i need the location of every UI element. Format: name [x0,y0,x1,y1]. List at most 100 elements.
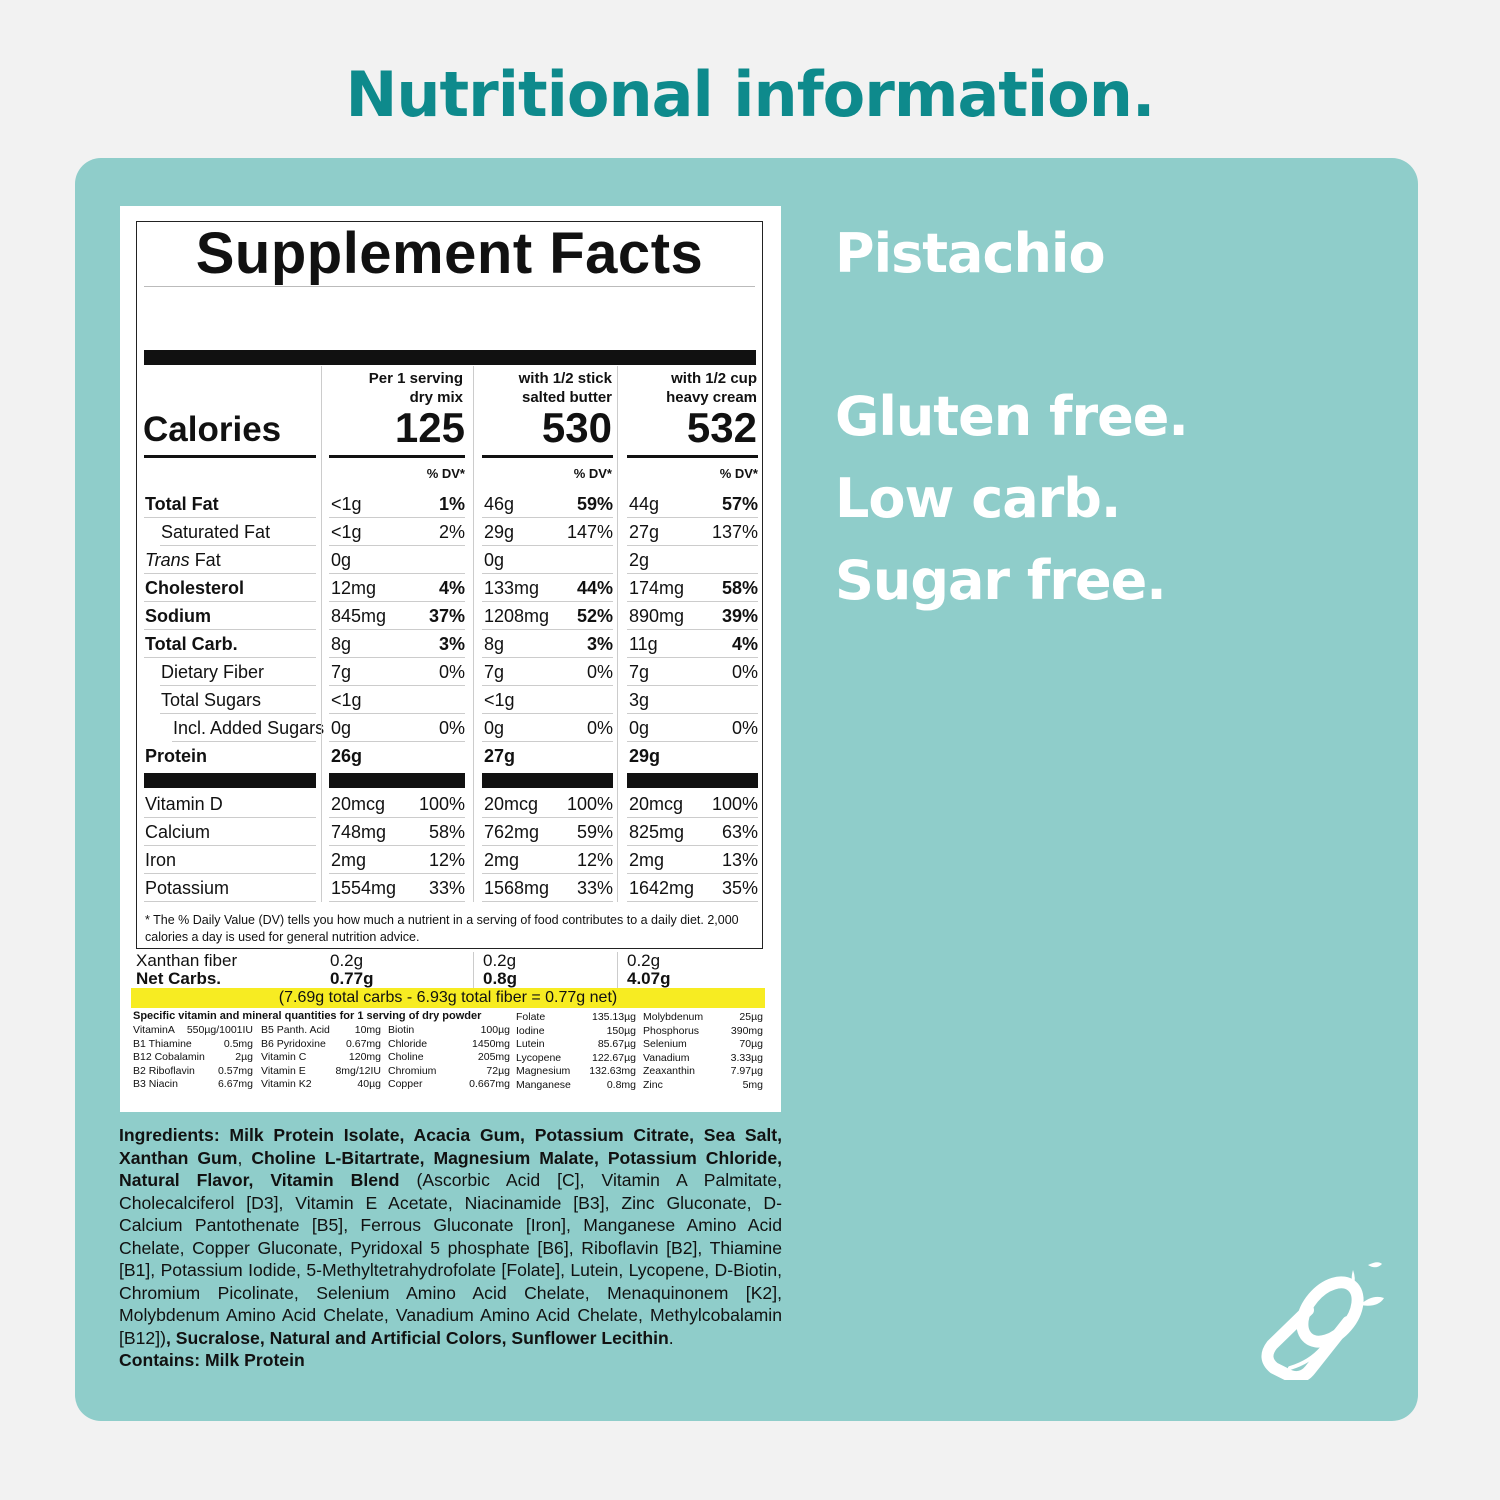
row-divider [329,573,465,574]
thick-divider [329,773,465,788]
facts-title: Supplement Facts [195,221,704,286]
claim-gluten-free: Gluten free. [835,385,1189,448]
nutrient-dv-percent: 100% [711,794,758,814]
nutrient-name-rest: Fat [189,550,221,570]
nutrient-amount: 8g [484,634,505,654]
micronutrient-amount: 390mg [730,1024,763,1037]
ingredient-segment: Ingredients: Milk Protein Isolate, Acaci… [119,1125,782,1168]
nutrient-amount: 825mg [629,822,685,842]
divider [144,286,755,287]
nutrient-amount: 27g [484,746,516,766]
micronutrient-amount: 0.67mg [345,1037,381,1050]
micronutrient-name: Vitamin E [261,1064,306,1077]
column-divider [473,952,474,988]
micronutrient-name: Vitamin C [261,1051,307,1064]
nutrient-amount: <1g [331,494,362,514]
column-divider [617,952,618,988]
micronutrient-amount: 205mg [477,1051,510,1064]
row-divider [160,713,316,714]
micronutrient-name: Chromium [388,1064,437,1077]
micronutrient-name: Iodine [516,1024,545,1037]
row-divider [160,685,316,686]
divider [144,455,316,458]
nutrient-name: Potassium [145,878,230,898]
nutrient-amount: 3g [629,690,650,710]
nutrient-name-italic: Trans [145,550,190,570]
micronutrient-amount: 150µg [606,1024,636,1037]
column-header-line1: with 1/2 cup [671,370,757,387]
nutrient-dv-percent: 0% [731,718,758,738]
column-divider [473,366,474,902]
nutrient-amount: 29g [484,522,515,542]
column-header-cream: with 1/2 cup heavy cream [622,369,757,407]
micronutrient-amount: 6.67mg [217,1078,253,1091]
micronutrient-amount: 25µg [739,1011,763,1023]
micronutrient-name: B5 Panth. Acid [261,1024,330,1036]
micronutrient-name: Biotin [388,1024,415,1036]
nutrient-amount: 2g [629,550,650,570]
nutrient-row: Protein 26g 27g 29g [144,742,758,770]
calories-dry-mix: 125 [394,404,465,451]
nutrient-row: Vitamin D 20mcg 100% 20mcg 100% 20mcg 100% [144,790,758,818]
nutrient-dv-percent: 100% [566,794,613,814]
row-divider [144,901,316,902]
micronutrient-amount: 122.67µg [591,1051,636,1064]
micronutrient-amount: 85.67µg [597,1038,636,1051]
nutrient-dv-percent: 0% [586,662,613,682]
nutrient-dv-percent: 33% [576,878,613,898]
thick-divider [144,773,316,788]
row-divider [627,601,758,602]
nutrient-amount: 46g [484,494,515,514]
row-divider [627,629,758,630]
nutrient-dv-percent: 0% [438,718,465,738]
ingredient-segment: , [237,1147,252,1168]
micronutrient-name: B2 Riboflavin [133,1064,195,1077]
row-divider [627,545,758,546]
contains-allergen: Contains: Milk Protein [119,1350,305,1370]
row-divider [329,901,465,902]
row-divider [144,601,316,602]
row-divider [482,629,613,630]
nutrient-row: Sodium 845mg 37% 1208mg 52% 890mg 39% [144,602,758,630]
nutrient-row: Total Carb. 8g 3% 8g 3% 11g 4% [144,630,758,658]
micronutrient-name: Manganese [516,1079,571,1091]
thick-divider [482,773,613,788]
ingredients-text: Ingredients: Milk Protein Isolate, Acaci… [119,1124,782,1372]
column-header-line2: salted butter [521,389,612,406]
net-carbs-butter: 0.8g [483,969,518,988]
nutrient-amount: 2mg [629,850,665,870]
row-divider [482,545,613,546]
micronutrient-amount: 5mg [742,1079,763,1091]
nutrient-amount: 20mcg [331,794,386,814]
column-header-line2: heavy cream [666,389,757,406]
nutrient-name: Trans Fat [145,550,221,571]
micronutrient-name: VitaminA [133,1024,175,1036]
micronutrient-name: Lutein [516,1038,545,1051]
nutrient-amount: <1g [331,522,362,542]
nutrient-amount: 44g [629,494,660,514]
nutrient-dv-percent: 63% [721,822,758,842]
micronutrient-name: B6 Pyridoxine [261,1037,326,1050]
dv-header: % DV* [573,466,612,481]
column-header-dry-mix: Per 1 serving dry mix [327,369,463,407]
nutrient-amount: 762mg [484,822,540,842]
row-divider [144,845,316,846]
ingredient-segment: Choline L-Bitartrate, Magnesium Malate, … [119,1147,782,1191]
micronutrient-amount: 7.97µg [730,1065,763,1078]
column-divider [321,366,322,902]
nutrient-amount: 12mg [331,578,377,598]
page-title: Nutritional information. [345,58,1156,131]
nutrient-dv-percent: 12% [576,850,613,870]
nutrient-row: Dietary Fiber 7g 0% 7g 0% 7g 0% [144,658,758,686]
nutrient-amount: 20mcg [484,794,539,814]
xanthan-dry-mix: 0.2g [330,951,364,970]
nutrient-amount: 7g [629,662,650,682]
row-divider [482,517,613,518]
nutrient-amount: 0g [629,718,650,738]
thick-divider [144,350,756,365]
net-carbs-dry-mix: 0.77g [330,969,374,988]
nutrient-amount: <1g [484,690,515,710]
dv-footnote: * The % Daily Value (DV) tells you how m… [145,913,739,944]
nutrient-dv-percent: 59% [576,494,613,514]
splashing-glass-icon [1261,1262,1384,1380]
